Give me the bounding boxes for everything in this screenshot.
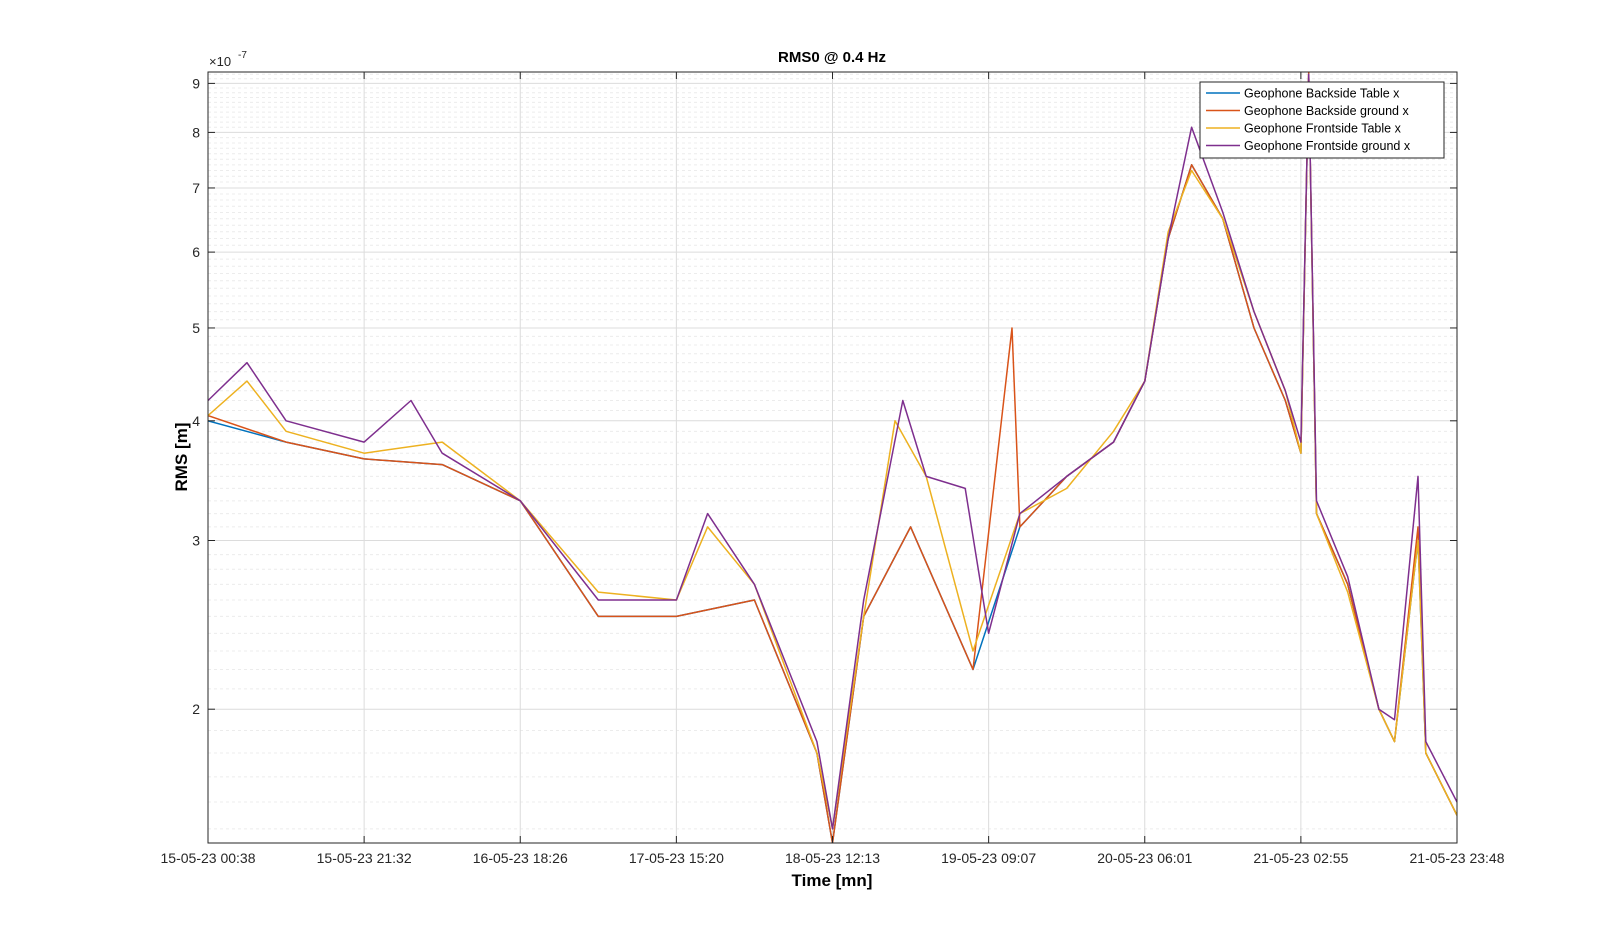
x-tick-label: 21-05-23 23:48 <box>1410 850 1505 866</box>
legend-label: Geophone Backside ground x <box>1244 104 1409 118</box>
x-tick-label: 17-05-23 15:20 <box>629 850 724 866</box>
y-tick-label: 5 <box>192 320 200 336</box>
x-axis-label: Time [mn] <box>792 871 873 890</box>
y-tick-label: 4 <box>192 413 200 429</box>
x-tick-label: 21-05-23 02:55 <box>1253 850 1348 866</box>
series-line-frontside-ground <box>208 73 1457 830</box>
x-tick-label: 15-05-23 21:32 <box>317 850 412 866</box>
legend-label: Geophone Frontside ground x <box>1244 139 1411 153</box>
y-tick-label: 2 <box>192 701 200 717</box>
y-tick-label: 3 <box>192 532 200 548</box>
y-exponent-base: ×10 <box>209 54 231 69</box>
x-tick-label: 18-05-23 12:13 <box>785 850 880 866</box>
y-exponent-power: -7 <box>238 50 247 61</box>
legend: Geophone Backside Table x Geophone Backsi… <box>1199 81 1445 159</box>
legend-label: Geophone Backside Table x <box>1244 87 1400 101</box>
x-tick-label: 19-05-23 09:07 <box>941 850 1036 866</box>
series-line-frontside-table <box>208 73 1457 830</box>
x-axis: 15-05-23 00:38 15-05-23 21:32 16-05-23 18:… <box>161 72 1505 866</box>
x-tick-label: 16-05-23 18:26 <box>473 850 568 866</box>
legend-label: Geophone Frontside Table x <box>1244 122 1402 136</box>
chart-title: RMS0 @ 0.4 Hz <box>778 49 886 66</box>
y-tick-label: 7 <box>192 180 200 196</box>
series-layer <box>208 72 1457 843</box>
y-tick-label: 9 <box>192 75 200 91</box>
y-tick-label: 8 <box>192 124 200 140</box>
y-axis: 2 3 4 5 6 7 8 9 <box>192 75 1457 717</box>
legend-box <box>1199 81 1445 159</box>
x-tick-label: 20-05-23 06:01 <box>1097 850 1192 866</box>
x-tick-label: 15-05-23 00:38 <box>161 850 256 866</box>
y-axis-label: RMS [m] <box>172 423 191 492</box>
y-tick-label: 6 <box>192 244 200 260</box>
